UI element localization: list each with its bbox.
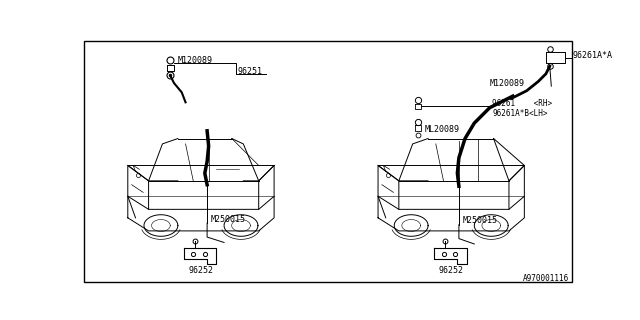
Text: 96261A*A: 96261A*A [573,51,613,60]
Text: M250015: M250015 [211,215,246,224]
Text: 96251: 96251 [238,67,263,76]
Text: M120089: M120089 [178,56,213,65]
Text: 96261A*B<LH>: 96261A*B<LH> [492,108,547,117]
Text: 96261    <RH>: 96261 <RH> [492,99,552,108]
Text: 96252: 96252 [188,267,214,276]
Text: M250015: M250015 [463,216,498,225]
Text: A970001116: A970001116 [523,274,569,283]
Text: 96252: 96252 [438,267,464,276]
Text: ML20089: ML20089 [424,125,460,134]
Text: M120089: M120089 [490,78,525,88]
